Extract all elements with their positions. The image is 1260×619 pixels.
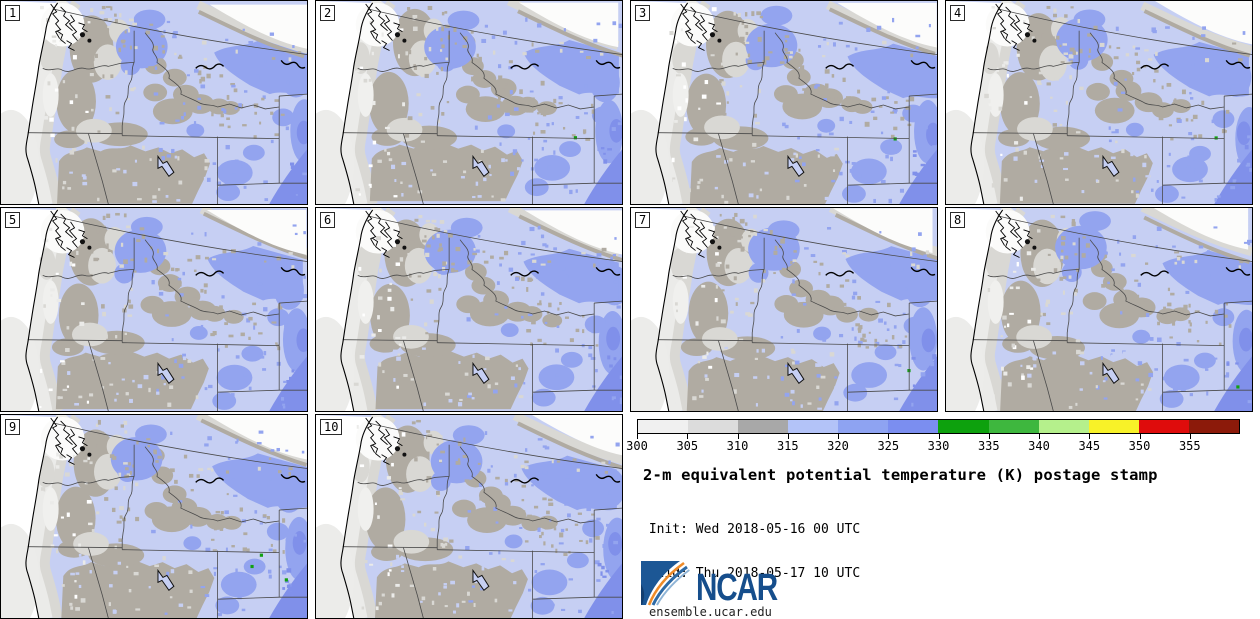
ensemble-member-panel-1: 1 bbox=[0, 0, 308, 205]
colorbar-tick bbox=[888, 434, 890, 439]
colorbar-tick bbox=[938, 434, 940, 439]
ensemble-member-panel-4: 4 bbox=[945, 0, 1253, 205]
colorbar-tick-label: 355 bbox=[1178, 439, 1201, 453]
colorbar-tick bbox=[637, 434, 638, 439]
ensemble-map bbox=[946, 1, 1252, 204]
ncar-swoosh-icon bbox=[641, 561, 690, 606]
colorbar-tick bbox=[1139, 434, 1141, 439]
member-number-label: 4 bbox=[950, 5, 966, 21]
colorbar-tick-label: 335 bbox=[977, 439, 1000, 453]
colorbar-segment-4 bbox=[838, 420, 889, 433]
colorbar-segment-0 bbox=[638, 420, 689, 433]
ensemble-member-panel-3: 3 bbox=[630, 0, 938, 205]
colorbar-tick-label: 315 bbox=[776, 439, 799, 453]
ensemble-map bbox=[316, 208, 622, 411]
ensemble-member-panel-8: 8 bbox=[945, 207, 1253, 412]
colorbar-tick bbox=[1089, 434, 1091, 439]
ensemble-site-url: ensemble.ucar.edu bbox=[649, 605, 772, 619]
colorbar-segment-7 bbox=[988, 420, 1039, 433]
ensemble-map bbox=[1, 208, 307, 411]
member-number-label: 2 bbox=[320, 5, 336, 21]
ensemble-member-panel-7: 7 bbox=[630, 207, 938, 412]
ensemble-map bbox=[631, 208, 937, 411]
ensemble-map bbox=[1, 415, 307, 618]
ensemble-map bbox=[1, 1, 307, 204]
colorbar-tick bbox=[687, 434, 689, 439]
colorbar-tick bbox=[1039, 434, 1040, 439]
ensemble-map bbox=[946, 208, 1252, 411]
ncar-wordmark: NCAR bbox=[696, 567, 778, 609]
colorbar-tick-label: 330 bbox=[927, 439, 950, 453]
colorbar-tick-label: 305 bbox=[676, 439, 699, 453]
init-time: Init: Wed 2018-05-16 00 UTC bbox=[641, 522, 861, 537]
ensemble-member-panel-6: 6 bbox=[315, 207, 623, 412]
ensemble-map bbox=[631, 1, 937, 204]
member-number-label: 10 bbox=[320, 419, 343, 435]
colorbar-tick bbox=[838, 434, 839, 439]
colorbar-tick-label: 350 bbox=[1128, 439, 1151, 453]
ensemble-member-panel-5: 5 bbox=[0, 207, 308, 412]
colorbar-tick bbox=[988, 434, 990, 439]
colorbar-segment-10 bbox=[1138, 420, 1189, 433]
ensemble-map bbox=[316, 1, 622, 204]
colorbar-tick-label: 345 bbox=[1078, 439, 1101, 453]
colorbar-segment-6 bbox=[938, 420, 989, 433]
colorbar-tick bbox=[787, 434, 789, 439]
colorbar-tick bbox=[737, 434, 739, 439]
ensemble-member-panel-2: 2 bbox=[315, 0, 623, 205]
ncar-logo: NCAR ensemble.ucar.edu bbox=[640, 558, 900, 619]
member-number-label: 7 bbox=[635, 212, 651, 228]
valid-time: Valid: Thu 2018-05-17 10 UTC bbox=[641, 565, 861, 581]
member-number-label: 6 bbox=[320, 212, 336, 228]
member-number-label: 3 bbox=[635, 5, 651, 21]
colorbar-tick-label: 300 bbox=[626, 439, 648, 453]
colorbar-segment-3 bbox=[788, 420, 839, 433]
colorbar-segment-5 bbox=[888, 420, 939, 433]
colorbar-segment-8 bbox=[1038, 420, 1089, 433]
colorbar-segment-9 bbox=[1088, 420, 1139, 433]
ensemble-member-panel-9: 9 bbox=[0, 414, 308, 619]
colorbar-tick-label: 325 bbox=[877, 439, 900, 453]
colorbar-tick bbox=[1189, 434, 1191, 439]
colorbar-tick-label: 340 bbox=[1028, 439, 1050, 453]
member-number-label: 9 bbox=[5, 419, 21, 435]
colorbar-segment-1 bbox=[688, 420, 739, 433]
colorbar-tick-label: 310 bbox=[726, 439, 749, 453]
colorbar-segment-2 bbox=[738, 420, 789, 433]
member-number-label: 8 bbox=[950, 212, 966, 228]
colorbar-tick-label: 320 bbox=[827, 439, 849, 453]
ensemble-map bbox=[316, 415, 622, 618]
colorbar-segment-11 bbox=[1188, 420, 1239, 433]
colorbar bbox=[637, 419, 1240, 434]
member-number-label: 1 bbox=[5, 5, 21, 21]
ensemble-member-panel-10: 10 bbox=[315, 414, 623, 619]
figure-title: 2-m equivalent potential temperature (K)… bbox=[643, 466, 1158, 484]
member-number-label: 5 bbox=[5, 212, 21, 228]
time-block: Init: Wed 2018-05-16 00 UTC Valid: Thu 2… bbox=[641, 494, 860, 610]
